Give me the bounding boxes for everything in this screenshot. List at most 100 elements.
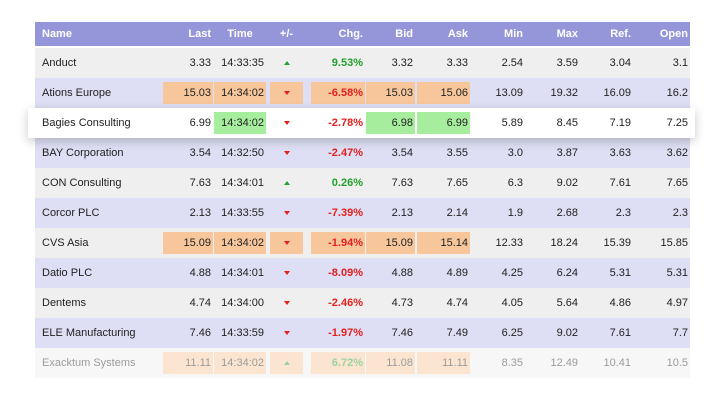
cell-value: 15.85 [660, 237, 688, 249]
cell-value: -7.39% [328, 207, 363, 219]
instrument-name: Bagies Consulting [42, 117, 131, 129]
table-row[interactable]: Ations Europe 15.03 14:34:02 -6.58% 15.03 15.… [35, 78, 690, 108]
column-header[interactable]: Name [42, 28, 72, 40]
cell-value: 3.55 [446, 147, 468, 159]
cell-value: 4.88 [189, 267, 211, 279]
instrument-name: Exacktum Systems [42, 357, 136, 369]
cell-value: 7.65 [446, 177, 468, 189]
column-header[interactable]: Max [556, 28, 578, 40]
direction-cell [270, 172, 303, 194]
cell-value: 7.7 [672, 327, 688, 339]
cell-value: 9.02 [556, 327, 578, 339]
column-header[interactable]: Bid [395, 28, 413, 40]
table-row[interactable]: Dentems 4.74 14:34:00 -2.46% 4.73 4.74 4.05 5.6… [35, 288, 690, 318]
cell-value: 19.32 [550, 87, 578, 99]
arrow-down [283, 91, 290, 95]
cell-value: 3.63 [609, 147, 631, 159]
cell-value: -1.97% [328, 327, 363, 339]
instrument-name: Dentems [42, 297, 87, 309]
cell-value: 10.41 [603, 357, 631, 369]
cell-value: 6.99 [417, 112, 470, 134]
instrument-name: BAY Corporation [42, 147, 124, 159]
cell-value: 5.89 [501, 117, 523, 129]
cell-value: 14:34:02 [214, 112, 266, 134]
cell-value: 6.25 [501, 327, 523, 339]
cell-value: 2.54 [501, 57, 523, 69]
table-row[interactable]: Anduct 3.33 14:33:35 9.53% 3.32 3.33 2.54 3.59 3… [35, 48, 690, 78]
table-row[interactable]: CON Consulting 7.63 14:34:01 0.26% 7.63 7.65 6… [35, 168, 690, 198]
cell-value: 7.46 [189, 327, 211, 339]
direction-cell [270, 82, 303, 104]
direction-cell [270, 262, 303, 284]
direction-cell [270, 352, 303, 374]
column-header[interactable]: Min [504, 28, 523, 40]
cell-value: 3.33 [446, 57, 468, 69]
arrow-down [283, 271, 290, 275]
column-header[interactable]: Time [227, 28, 253, 40]
cell-value: 14:34:02 [214, 232, 266, 254]
cell-value: 8.35 [501, 357, 523, 369]
cell-value: 10.5 [666, 357, 688, 369]
cell-value: 3.87 [556, 147, 578, 159]
cell-value: 15.09 [163, 232, 213, 254]
cell-value: 11.11 [417, 352, 470, 374]
instrument-name: ELE Manufacturing [42, 327, 136, 339]
cell-value: 16.09 [603, 87, 631, 99]
cell-value: 4.88 [391, 267, 413, 279]
cell-value: 4.74 [189, 297, 211, 309]
cell-value: 12.33 [495, 237, 523, 249]
instrument-name: Ations Europe [42, 87, 112, 99]
table-row[interactable]: Corcor PLC 2.13 14:33:55 -7.39% 2.13 2.14 1.9 2… [35, 198, 690, 228]
cell-value: 15.14 [417, 232, 470, 254]
cell-value: 11.08 [366, 352, 415, 374]
cell-value: 5.31 [609, 267, 631, 279]
cell-value: 14:33:35 [221, 57, 264, 69]
cell-value: 3.54 [391, 147, 413, 159]
arrow-up [283, 361, 290, 365]
cell-value: 6.98 [366, 112, 415, 134]
table-row[interactable]: Exacktum Systems 11.11 14:34:02 6.72% 11.08 1… [35, 348, 690, 378]
column-header[interactable]: Last [188, 28, 211, 40]
cell-value: 4.05 [501, 297, 523, 309]
arrow-down [283, 301, 290, 305]
cell-value: 3.0 [507, 147, 523, 159]
cell-value: 14:34:02 [214, 82, 266, 104]
column-header[interactable]: Ask [447, 28, 468, 40]
instrument-name: Corcor PLC [42, 207, 100, 219]
table-row[interactable]: ELE Manufacturing 7.46 14:33:59 -1.97% 7.46 7… [35, 318, 690, 348]
column-header[interactable]: Ref. [610, 28, 631, 40]
cell-value: 3.32 [391, 57, 413, 69]
cell-value: 9.02 [556, 177, 578, 189]
cell-value: 7.63 [189, 177, 211, 189]
cell-value: 2.13 [189, 207, 211, 219]
cell-value: 13.09 [495, 87, 523, 99]
arrow-down [283, 121, 290, 125]
arrow-down [283, 211, 290, 215]
direction-cell [270, 52, 303, 74]
header-row: Name Last Time +/- Chg. Bid Ask Min Max Ref. Open [35, 22, 690, 46]
cell-value: -2.78% [328, 117, 363, 129]
arrow-up [283, 181, 290, 185]
cell-value: 7.63 [391, 177, 413, 189]
column-header[interactable]: Open [659, 28, 688, 40]
cell-value: 11.11 [163, 352, 213, 374]
cell-value: 15.03 [163, 82, 213, 104]
cell-value: 7.65 [666, 177, 688, 189]
cell-value: 0.26% [331, 177, 363, 189]
cell-value: 16.2 [666, 87, 688, 99]
cell-value: 15.03 [366, 82, 415, 104]
cell-value: 3.59 [556, 57, 578, 69]
column-header[interactable]: +/- [279, 28, 294, 40]
table-row[interactable]: Datio PLC 4.88 14:34:01 -8.09% 4.88 4.89 4.25 6… [35, 258, 690, 288]
column-header[interactable]: Chg. [338, 28, 363, 40]
cell-value: 14:34:01 [221, 177, 264, 189]
cell-value: 5.31 [666, 267, 688, 279]
cell-value: 7.49 [446, 327, 468, 339]
table-row[interactable]: CVS Asia 15.09 14:34:02 -1.94% 15.09 15.14 12.… [35, 228, 690, 258]
cell-value: 1.9 [507, 207, 523, 219]
cell-value: -6.58% [311, 82, 365, 104]
table-row[interactable]: Bagies Consulting 6.99 14:34:02 -2.78% 6.98 6… [28, 108, 695, 138]
cell-value: 7.61 [609, 177, 631, 189]
table-row[interactable]: BAY Corporation 3.54 14:32:50 -2.47% 3.54 3.5… [35, 138, 690, 168]
